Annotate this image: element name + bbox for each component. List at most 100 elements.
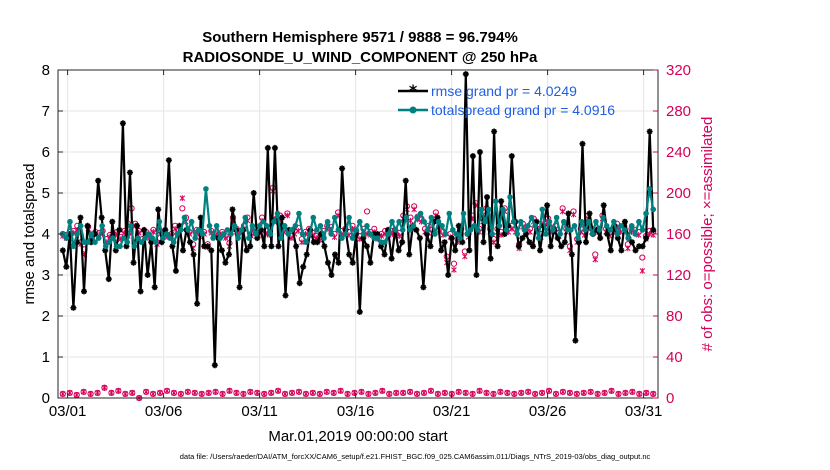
obs-assimilated-marker (108, 389, 115, 396)
spread-point (281, 223, 288, 229)
obs-assimilated-marker (592, 256, 599, 263)
spread-point (593, 218, 599, 225)
rmse-point (180, 247, 187, 254)
rmse-point (554, 235, 561, 242)
spread-point (550, 227, 556, 233)
rmse-point (575, 239, 582, 246)
obs-assimilated-marker (73, 392, 80, 398)
spread-point (568, 227, 574, 233)
spread-point (267, 231, 274, 237)
obs-assimilated-marker (532, 391, 538, 397)
obs-assimilated-marker (358, 388, 365, 395)
rmse-point (600, 202, 607, 209)
y-tick-label-left: 0 (42, 390, 50, 407)
rmse-point (374, 231, 381, 237)
spread-point (367, 231, 374, 237)
rmse-point (208, 247, 215, 254)
spread-point (432, 231, 438, 237)
spread-point (263, 223, 270, 229)
spread-point (149, 235, 156, 241)
obs-assimilated-marker (643, 389, 650, 396)
rmse-point (339, 165, 346, 172)
spread-point (314, 227, 320, 233)
spread-point (199, 231, 206, 237)
spread-point (246, 235, 252, 241)
spread-point (306, 231, 313, 237)
spread-point (349, 235, 356, 241)
y-tick-label-left: 8 (42, 62, 50, 79)
y-tick-label-right: 160 (666, 226, 691, 243)
spread-point (603, 223, 610, 229)
rmse-point (494, 243, 501, 250)
spread-point (360, 231, 367, 237)
rmse-point (169, 243, 176, 250)
y-tick-label-left: 5 (42, 185, 50, 202)
obs-assimilated-marker (455, 388, 462, 395)
y-tick-label-right: 80 (666, 308, 683, 325)
obs-possible-marker (450, 260, 458, 267)
obs-assimilated-marker (462, 389, 469, 396)
spread-point (560, 218, 567, 225)
spread-point (475, 227, 481, 233)
spread-point (74, 231, 80, 237)
spread-point (532, 223, 538, 229)
spread-point (99, 223, 105, 229)
obs-assimilated-marker (546, 387, 552, 394)
rmse-point (537, 247, 544, 254)
obs-assimilated-marker (442, 389, 448, 396)
rmse-point (66, 231, 73, 237)
obs-assimilated-marker (608, 387, 615, 394)
obs-assimilated-marker (539, 389, 545, 396)
obs-assimilated-marker (435, 391, 441, 397)
rmse-point (420, 284, 427, 291)
spread-point (170, 239, 177, 245)
rmse-point (501, 231, 508, 237)
obs-assimilated-marker (254, 389, 261, 396)
obs-assimilated-marker (469, 391, 476, 397)
y-tick-label-left: 2 (42, 308, 50, 325)
series-layer (59, 71, 657, 402)
rmse-point (395, 247, 402, 254)
spread-point (553, 214, 560, 221)
obs-assimilated-marker (451, 266, 457, 273)
spread-point (192, 235, 198, 241)
rmse-point (225, 251, 232, 258)
spread-point (607, 227, 614, 233)
obs-assimilated-marker (233, 389, 240, 396)
rmse-point (112, 247, 119, 254)
rmse-point (278, 214, 285, 221)
obs-assimilated-marker (317, 391, 323, 397)
rmse-point (586, 210, 593, 217)
rmse-point (141, 226, 148, 233)
spread-point (77, 223, 84, 229)
spread-point (328, 231, 334, 237)
obs-possible-marker (639, 254, 646, 261)
spread-point (278, 235, 284, 241)
rmse-point (583, 239, 590, 246)
rmse-point (151, 284, 158, 291)
spread-point (453, 231, 460, 237)
obs-assimilated-marker (421, 389, 427, 396)
spread-point (464, 231, 470, 237)
spread-point (385, 231, 392, 237)
spread-point (156, 218, 163, 225)
y-axis-label-right: # of obs: o=possible; ×=assimilated (699, 117, 716, 352)
obs-assimilated-marker (483, 389, 490, 396)
rmse-point (381, 251, 388, 258)
spread-point (546, 218, 553, 225)
spread-point (249, 223, 256, 229)
spread-point (535, 235, 542, 241)
spread-point (614, 231, 621, 237)
rmse-point (579, 140, 586, 147)
legend-rmse-marker: * (409, 81, 418, 100)
rmse-point (370, 231, 377, 237)
rmse-point (116, 226, 123, 233)
obs-assimilated-marker (60, 391, 66, 397)
obs-assimilated-marker (143, 388, 149, 395)
rmse-point (130, 259, 137, 266)
rmse-point (88, 239, 95, 246)
y-tick-label-left: 7 (42, 103, 50, 120)
obs-assimilated-marker (622, 389, 629, 396)
axes: 03/01 03/06 03/11 03/16 03/21 03/26 03/3101234… (42, 62, 691, 420)
spread-point (492, 198, 499, 204)
